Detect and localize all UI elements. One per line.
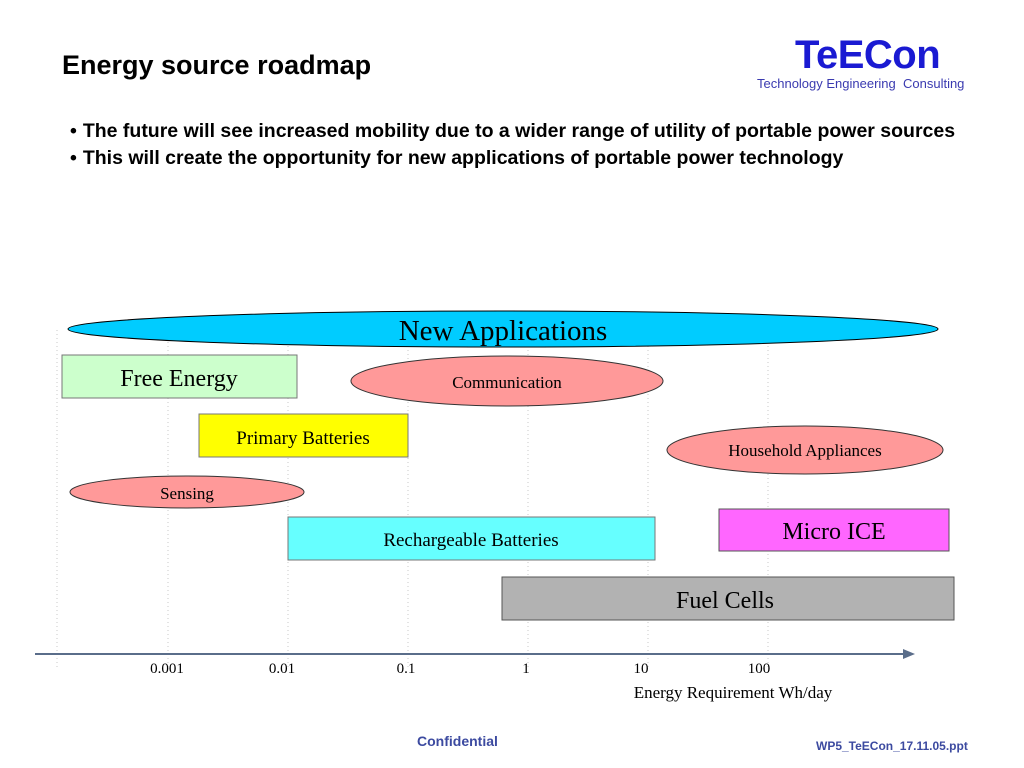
axis-tick-label: 0.001 [150, 661, 184, 677]
bullet-text: The future will see increased mobility d… [82, 120, 956, 142]
bullet-item: • The future will see increased mobility … [70, 118, 990, 145]
confidential-label: Confidential [417, 733, 498, 749]
axis-tick-label: 1 [522, 661, 530, 677]
micro-ice-box [718, 508, 950, 552]
communication-ellipse [350, 355, 664, 407]
primary-batteries-box [198, 413, 409, 458]
primary-batteries-label: Primary Batteries [236, 428, 370, 449]
rechargeable-batteries-label: Rechargeable Batteries [383, 530, 558, 551]
communication-label: Communication [452, 373, 562, 392]
sensing-label: Sensing [160, 484, 214, 503]
bullet-dot: • [70, 147, 77, 169]
company-logo-subtitle: Technology Engineering Consulting [757, 76, 965, 91]
rechargeable-batteries-box [287, 516, 656, 561]
bullet-list: • The future will see increased mobility … [70, 118, 990, 172]
bullet-text: This will create the opportunity for new… [82, 147, 844, 169]
free-energy-label: Free Energy [120, 366, 238, 392]
bullet-dot: • [70, 120, 77, 142]
free-energy-box [61, 354, 298, 399]
household-appliances-ellipse [666, 425, 944, 475]
axis-tick-label: 100 [748, 661, 771, 677]
axis-tick-label: 10 [634, 661, 649, 677]
household-appliances-label: Household Appliances [728, 441, 881, 460]
new-applications-banner [67, 310, 939, 348]
slide-title: Energy source roadmap [62, 50, 372, 80]
file-name-label: WP5_TeECon_17.11.05.ppt [816, 739, 968, 753]
sensing-ellipse [69, 475, 305, 509]
micro-ice-label: Micro ICE [782, 519, 885, 545]
fuel-cells-label: Fuel Cells [676, 588, 774, 614]
bullet-item: • This will create the opportunity for ne… [70, 145, 990, 172]
fuel-cells-box [501, 576, 955, 621]
axis-tick-label: 0.1 [397, 661, 416, 677]
new-applications-label: New Applications [399, 315, 608, 347]
axis-label: Energy Requirement Wh/day [634, 683, 833, 702]
axis-tick-label: 0.01 [269, 661, 295, 677]
axis-arrowhead [903, 649, 915, 659]
company-logo: TeECon [795, 33, 941, 77]
